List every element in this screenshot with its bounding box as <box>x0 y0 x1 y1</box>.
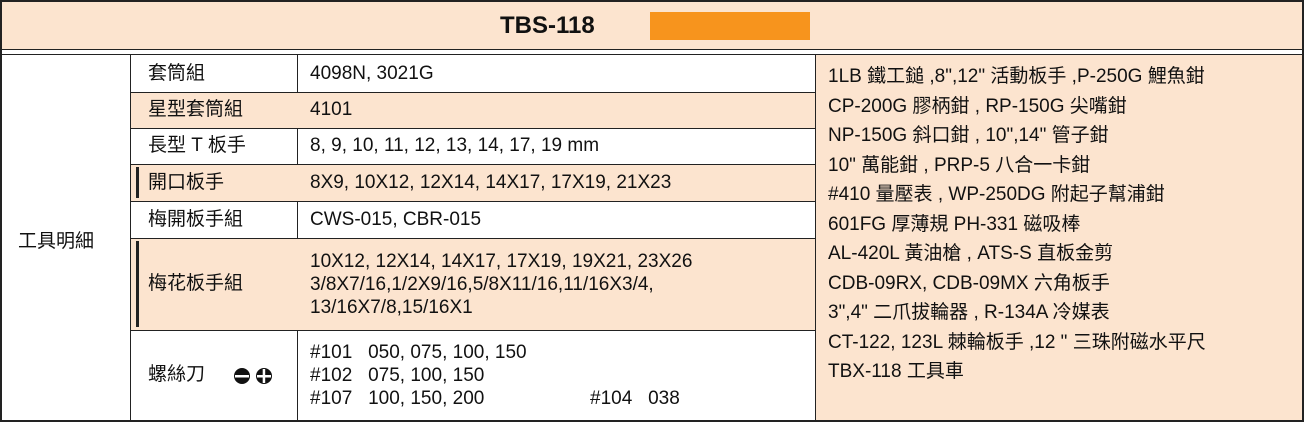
item-spec: 10X12, 12X14, 14X17, 17X19, 19X21, 23X26 <box>310 250 693 272</box>
side-item: 1LB 鐵工鎚 ,8",12" 活動板手 ,P-250G 鯉魚鉗 <box>828 66 1205 87</box>
border <box>297 54 298 421</box>
row-bg <box>131 164 815 201</box>
header-title: TBS-118 <box>500 12 595 39</box>
item-spec: 4101 <box>310 99 353 120</box>
side-item: CDB-09RX, CDB-09MX 六角板手 <box>828 272 1110 294</box>
item-name: 梅開板手組 <box>148 208 244 230</box>
side-item: CP-200G 膠柄鉗 , RP-150G 尖嘴鉗 <box>828 95 1127 117</box>
category: 工具明細 <box>18 231 95 252</box>
border <box>0 420 1304 422</box>
side-item: NP-150G 斜口鉗 , 10",14" 管子鉗 <box>828 125 1109 146</box>
border <box>0 54 1304 55</box>
orange-tag <box>650 12 810 40</box>
item-name: 梅花板手組 <box>148 273 244 294</box>
item-name: 星型套筒組 <box>148 99 244 120</box>
row-line <box>130 92 815 93</box>
border <box>0 0 2 422</box>
item-spec: 8X9, 10X12, 12X14, 14X17, 17X19, 21X23 <box>310 171 672 193</box>
item-spec: #107 100, 150, 200 <box>310 387 485 409</box>
side-item: AL-420L 黃油槍 , ATS-S 直板金剪 <box>828 243 1114 264</box>
row-mark <box>136 167 139 198</box>
item-name: 螺絲刀 <box>148 364 206 385</box>
row-line <box>130 201 815 202</box>
item-name: 長型 T 板手 <box>148 135 246 156</box>
border <box>130 54 131 421</box>
side-item: 3",4" 二爪拔輪器 , R-134A 冷媒表 <box>828 302 1110 323</box>
item-spec: 4098N, 3021G <box>310 62 434 84</box>
screw-icons <box>234 368 272 384</box>
item-name: 開口板手 <box>148 171 225 193</box>
item-spec: 3/8X7/16,1/2X9/16,5/8X11/16,11/16X3/4, <box>310 273 654 295</box>
item-spec: #101 050, 075, 100, 150 <box>310 341 527 363</box>
row-bg <box>131 92 815 128</box>
item-name: 套筒組 <box>148 62 206 84</box>
side-item: CT-122, 123L 棘輪板手 ,12 " 三珠附磁水平尺 <box>828 331 1206 353</box>
side-item: 10" 萬能鉗 , PRP-5 八合一卡鉗 <box>828 154 1091 176</box>
item-spec: CWS-015, CBR-015 <box>310 208 482 230</box>
border <box>0 0 1304 2</box>
border <box>0 49 1304 50</box>
side-bg <box>815 55 1302 420</box>
item-spec: #102 075, 100, 150 <box>310 364 485 386</box>
border <box>815 54 816 421</box>
side-item: TBX-118 工具車 <box>828 361 964 382</box>
item-spec: 8, 9, 10, 11, 12, 13, 14, 17, 19 mm <box>310 135 600 156</box>
item-note: #104 038 <box>590 387 680 409</box>
row-mark <box>136 241 139 327</box>
side-item: #410 量壓表 , WP-250DG 附起子幫浦鉗 <box>828 184 1165 205</box>
row-line <box>130 128 815 129</box>
side-item: 601FG 厚薄規 PH-331 磁吸棒 <box>828 213 1081 235</box>
row-line <box>130 330 815 331</box>
border <box>1302 0 1304 422</box>
row-bg <box>131 238 815 330</box>
item-spec: 13/16X7/8,15/16X1 <box>310 296 473 318</box>
row-line <box>130 238 815 239</box>
row-line <box>130 164 815 165</box>
